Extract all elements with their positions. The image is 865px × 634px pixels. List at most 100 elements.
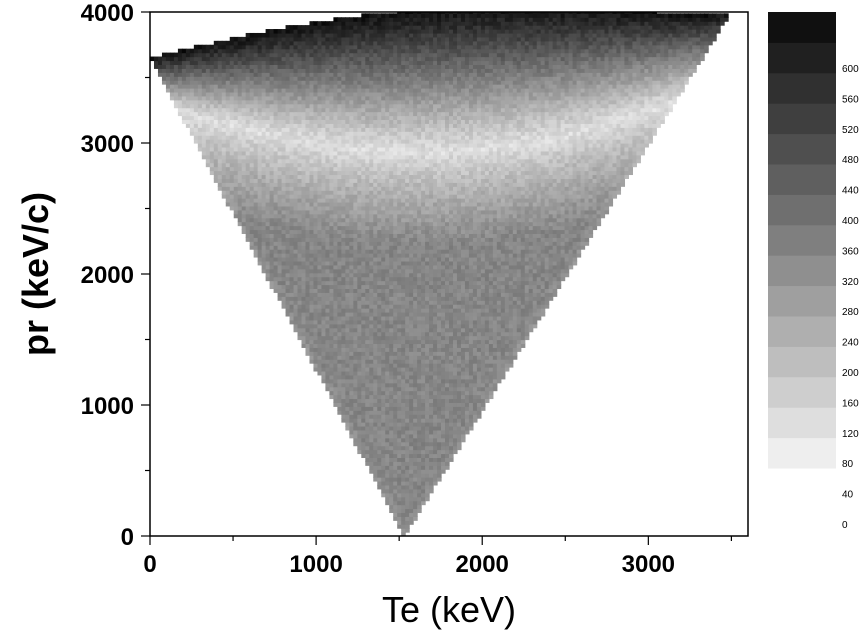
heatmap-cell xyxy=(516,296,522,301)
heatmap-cell xyxy=(377,311,382,317)
heatmap-cell xyxy=(265,237,271,242)
heatmap-cell xyxy=(516,292,522,297)
heatmap-cell xyxy=(333,323,338,329)
heatmap-cell xyxy=(325,186,330,191)
heatmap-cell xyxy=(353,241,358,246)
heatmap-cell xyxy=(341,394,346,400)
heatmap-cell xyxy=(564,174,570,179)
heatmap-cell xyxy=(377,473,382,478)
heatmap-cell xyxy=(257,256,263,262)
heatmap-cell xyxy=(536,178,542,183)
heatmap-cell xyxy=(353,209,358,215)
heatmap-cell xyxy=(472,315,478,321)
heatmap-cell xyxy=(329,213,334,219)
heatmap-cell xyxy=(437,292,442,297)
heatmap-cell xyxy=(373,339,378,345)
heatmap-cell xyxy=(464,378,470,384)
heatmap-cell xyxy=(361,319,366,325)
heatmap-cell xyxy=(524,260,530,266)
heatmap-cell xyxy=(389,256,394,262)
heatmap-cell xyxy=(524,229,530,234)
heatmap-cell xyxy=(441,292,446,297)
heatmap-cell xyxy=(221,190,227,195)
heatmap-cell xyxy=(277,245,283,250)
heatmap-cell xyxy=(584,237,590,242)
heatmap-cell xyxy=(508,245,514,250)
heatmap-cell xyxy=(353,170,358,176)
heatmap-cell xyxy=(345,166,350,172)
heatmap-cell xyxy=(317,237,323,242)
heatmap-cell xyxy=(361,370,366,376)
heatmap-cell xyxy=(405,418,410,423)
heatmap-cell xyxy=(417,209,422,215)
heatmap-cell xyxy=(564,264,570,270)
heatmap-cell xyxy=(357,284,362,290)
heatmap-cell xyxy=(596,174,602,179)
heatmap-cell xyxy=(385,425,390,431)
heatmap-cell xyxy=(500,335,506,341)
heatmap-cell xyxy=(536,304,542,309)
heatmap-cell xyxy=(441,296,446,301)
heatmap-cell xyxy=(397,418,402,423)
heatmap-cell xyxy=(512,272,518,278)
heatmap-cell xyxy=(409,245,414,250)
heatmap-cell xyxy=(572,233,578,238)
heatmap-cell xyxy=(277,174,283,179)
heatmap-cell xyxy=(508,347,514,352)
heatmap-cell xyxy=(528,256,534,262)
heatmap-cell xyxy=(233,170,239,176)
heatmap-cell xyxy=(445,284,450,290)
heatmap-cell xyxy=(393,217,398,223)
heatmap-cell xyxy=(433,335,438,341)
heatmap-cell xyxy=(492,221,498,227)
heatmap-cell xyxy=(369,327,374,333)
heatmap-cell xyxy=(389,418,394,423)
heatmap-cell xyxy=(297,331,303,337)
heatmap-cell xyxy=(401,382,406,388)
heatmap-cell xyxy=(321,225,327,231)
heatmap-cell xyxy=(508,178,514,183)
heatmap-cell xyxy=(233,209,239,215)
heatmap-cell xyxy=(421,241,426,246)
heatmap-cell xyxy=(421,453,426,458)
heatmap-cell xyxy=(452,445,458,451)
heatmap-cell xyxy=(452,178,458,183)
heatmap-cell xyxy=(313,284,319,290)
heatmap-cell xyxy=(357,292,362,297)
heatmap-cell xyxy=(540,249,546,254)
heatmap-cell xyxy=(409,347,414,352)
heatmap-cell xyxy=(413,343,418,348)
heatmap-cell xyxy=(417,264,422,270)
heatmap-cell xyxy=(584,182,590,187)
heatmap-cell xyxy=(377,433,382,439)
heatmap-cell xyxy=(381,359,386,364)
heatmap-cell xyxy=(476,327,482,333)
heatmap-cell xyxy=(405,213,410,219)
heatmap-cell xyxy=(397,477,402,482)
heatmap-cell xyxy=(365,256,370,262)
heatmap-cell xyxy=(241,213,247,219)
heatmap-cell xyxy=(269,256,275,262)
heatmap-cell xyxy=(480,213,486,219)
heatmap-cell xyxy=(261,229,267,234)
heatmap-cell xyxy=(385,492,390,498)
heatmap-cell xyxy=(405,209,410,215)
heatmap-cell xyxy=(373,429,378,435)
heatmap-cell xyxy=(504,288,510,293)
heatmap-cell xyxy=(452,343,458,348)
heatmap-cell xyxy=(389,414,394,419)
heatmap-cell xyxy=(413,484,418,490)
heatmap-cell xyxy=(281,174,287,179)
heatmap-cell xyxy=(369,166,374,172)
heatmap-cell xyxy=(341,363,346,368)
heatmap-cell xyxy=(437,394,442,400)
heatmap-cell xyxy=(516,347,522,352)
heatmap-cell xyxy=(377,386,382,392)
heatmap-cell xyxy=(357,221,362,227)
heatmap-cell xyxy=(560,221,566,227)
heatmap-cell xyxy=(441,414,446,419)
heatmap-cell xyxy=(616,178,622,183)
heatmap-cell xyxy=(401,418,406,423)
heatmap-cell xyxy=(377,457,382,462)
